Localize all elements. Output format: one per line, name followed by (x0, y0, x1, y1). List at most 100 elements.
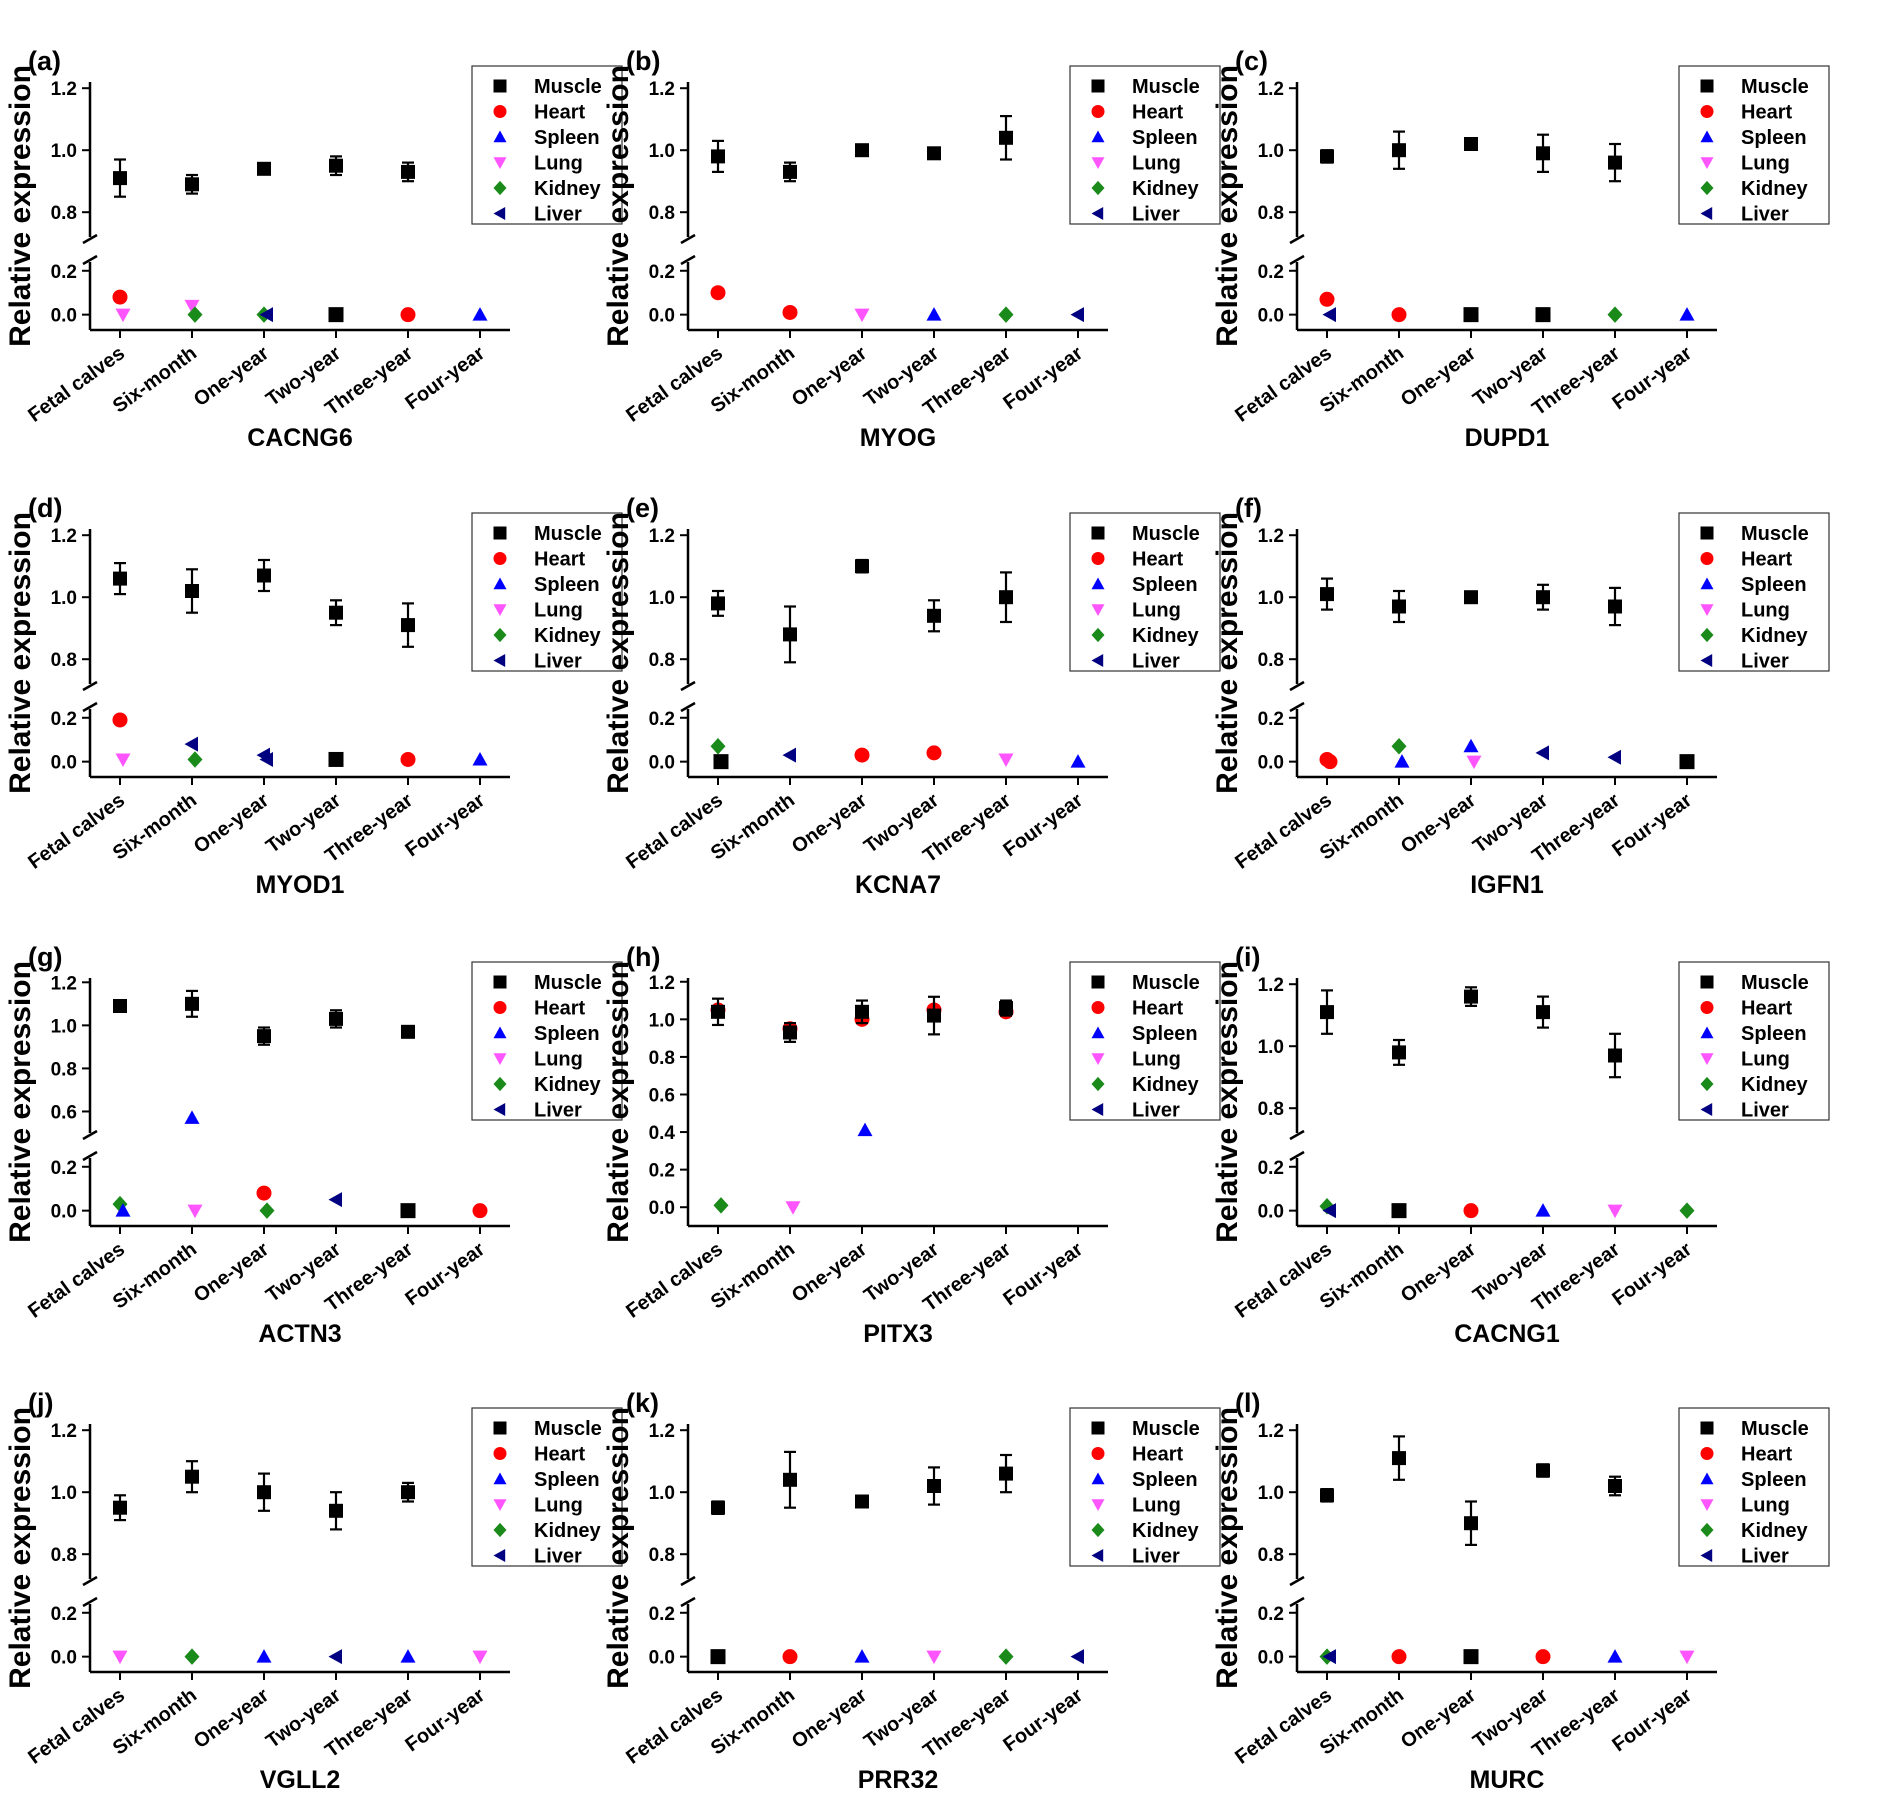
point-muscle (257, 1485, 271, 1500)
legend-marker-lung (1700, 604, 1714, 616)
axis-break-mark (1289, 1596, 1305, 1608)
y-tick-label: 1.2 (51, 526, 77, 547)
point-heart (1391, 1649, 1407, 1665)
x-tick-label: Fetal calves (1231, 789, 1336, 873)
legend-marker-lung (1091, 157, 1105, 169)
y-axis-label: Relative expression (4, 961, 37, 1243)
point-liver (328, 1192, 342, 1208)
legend-marker-heart (1700, 1001, 1714, 1014)
x-tick-label: Four-year (401, 789, 489, 861)
legend-marker-muscle (1091, 1421, 1105, 1435)
point-muscle (855, 1494, 869, 1509)
legend-label: Lung (534, 1495, 583, 1517)
axis-break-mark (82, 1596, 98, 1608)
x-tick-label: One-year (1397, 1238, 1480, 1307)
x-tick-label: Fetal calves (622, 789, 727, 873)
point-spleen (854, 1649, 870, 1663)
legend-label: Heart (1132, 549, 1183, 571)
y-axis-label: Relative expression (1211, 512, 1244, 794)
x-tick-label: Fetal calves (24, 1684, 129, 1768)
y-tick-label: 0.2 (649, 709, 675, 730)
y-tick-label: 1.0 (649, 1483, 675, 1504)
legend-label: Lung (1741, 1049, 1790, 1071)
point-lung (112, 1650, 128, 1665)
legend-marker-lung (1091, 604, 1105, 616)
legend-marker-liver (1091, 207, 1104, 220)
legend-label: Kidney (1741, 1074, 1809, 1096)
y-tick-label: 0.8 (51, 203, 77, 224)
panel-j: (j) 0.8 1.0 1.2 0.0 0.2 Relative expressionFet… (4, 1388, 623, 1794)
legend-label: Liver (534, 204, 582, 226)
point-lung (472, 1650, 488, 1665)
other-tissue-points (112, 1110, 488, 1219)
point-spleen (857, 1122, 873, 1137)
legend: Muscle Heart Spleen Lung Kidney Liver (1678, 961, 1830, 1122)
x-tick-label: One-year (788, 789, 871, 858)
y-tick-label: 1.0 (1258, 588, 1284, 609)
y-tick-label: 0.2 (649, 1604, 675, 1625)
point-muscle (113, 1500, 127, 1515)
point-muscle (1392, 143, 1406, 158)
point-muscle (1679, 754, 1695, 770)
gene-name: MYOG (860, 424, 936, 452)
legend-marker-spleen (1700, 1026, 1714, 1039)
legend-label: Kidney (1741, 178, 1809, 200)
panel-label: (c) (1235, 46, 1268, 76)
point-liver (1322, 1203, 1336, 1219)
axis-break-mark (1289, 701, 1305, 713)
legend-marker-muscle (493, 79, 507, 93)
legend-marker-lung (493, 1499, 507, 1511)
legend-label: Spleen (1132, 1023, 1198, 1045)
legend-label: Heart (1741, 998, 1792, 1020)
y-tick-label: 0.2 (51, 709, 77, 730)
axis-break-mark (82, 1150, 98, 1162)
panel-e: (e) 0.8 1.0 1.2 0.0 0.2 Relative expressionFet… (602, 493, 1221, 899)
other-tissue-points (710, 1648, 1084, 1665)
panel-label: (d) (28, 493, 62, 523)
point-lung (785, 1201, 801, 1215)
point-heart (112, 712, 128, 728)
gene-name: MURC (1470, 1766, 1545, 1794)
point-liver (259, 307, 273, 323)
legend-label: Kidney (1132, 625, 1200, 647)
point-liver (1322, 1649, 1336, 1665)
point-kidney (187, 306, 203, 323)
axes (1289, 529, 1717, 779)
point-liver (1070, 1649, 1084, 1665)
y-tick-label: 1.0 (1258, 1483, 1284, 1504)
point-muscle (927, 146, 941, 161)
legend-label: Muscle (1132, 1418, 1200, 1440)
legend-label: Liver (1132, 1546, 1180, 1568)
legend-label: Lung (1132, 1495, 1181, 1517)
legend-marker-lung (1091, 1499, 1105, 1511)
x-tick-label: Four-year (1608, 789, 1696, 861)
point-muscle (1320, 149, 1334, 164)
x-tick-label: Fetal calves (24, 342, 129, 426)
legend-label: Muscle (534, 523, 602, 545)
y-tick-label: 0.8 (649, 1048, 675, 1069)
axis-break-mark (82, 1575, 98, 1587)
legend-marker-spleen (493, 130, 507, 143)
legend-marker-spleen (1091, 130, 1105, 143)
point-muscle (329, 605, 343, 620)
x-tick-label: Fetal calves (24, 1238, 129, 1322)
axis-break-mark (680, 1575, 696, 1587)
legend-marker-liver (493, 1549, 506, 1562)
panel-f: (f) 0.8 1.0 1.2 0.0 0.2 Relative expressionFet… (1211, 493, 1830, 899)
point-muscle (1464, 590, 1478, 605)
point-muscle (400, 1203, 416, 1219)
x-tick-label: One-year (190, 789, 273, 858)
point-spleen (400, 1649, 416, 1663)
legend-label: Spleen (1741, 127, 1807, 149)
legend-label: Heart (534, 1444, 585, 1466)
legend-marker-heart (493, 105, 507, 118)
legend-label: Lung (1741, 153, 1790, 175)
y-tick-label: 0.6 (649, 1085, 675, 1106)
x-tick-label: One-year (788, 1684, 871, 1753)
panel-label: (l) (1235, 1388, 1260, 1418)
point-kidney (1607, 306, 1623, 323)
point-muscle (1608, 1048, 1622, 1063)
axes (686, 978, 1108, 1228)
legend-marker-muscle (1700, 79, 1714, 93)
